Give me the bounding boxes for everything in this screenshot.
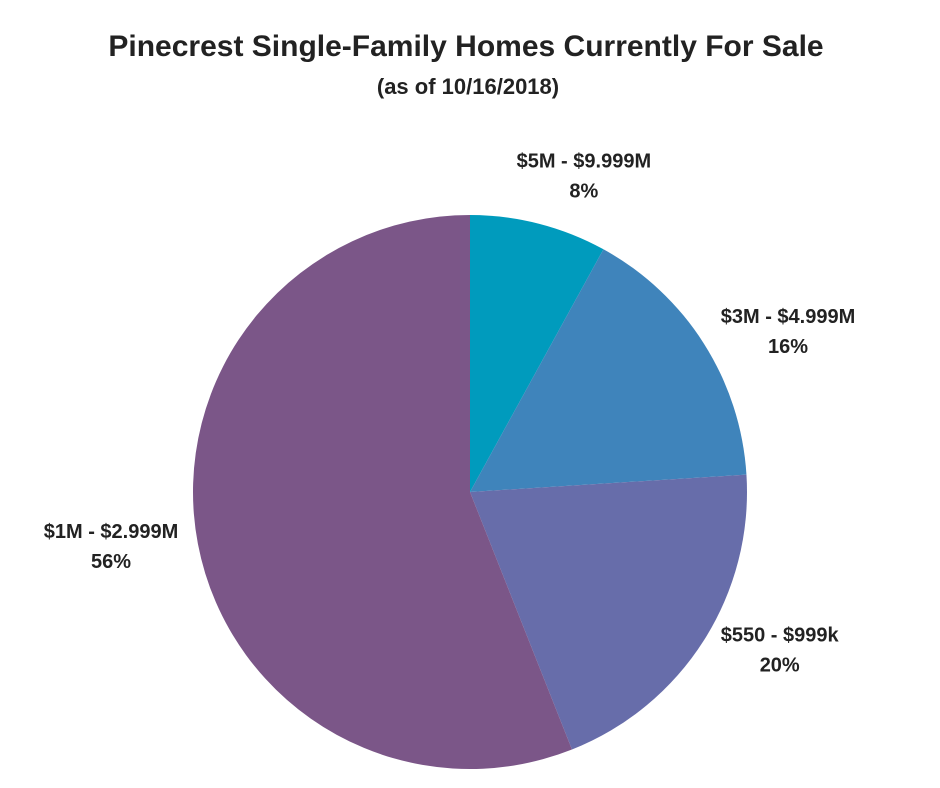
pie-slice [470, 215, 604, 492]
slice-value-label: 16% [768, 336, 808, 358]
slice-value-label: 8% [569, 181, 598, 203]
slice-value-label: 20% [760, 654, 800, 676]
chart-subtitle: (as of 10/16/2018) [377, 74, 559, 99]
pie-slice [470, 474, 747, 750]
slice-label: $550 - $999k [721, 624, 840, 646]
slice-label: $3M - $4.999M [721, 306, 856, 328]
chart-title: Pinecrest Single-Family Homes Currently … [108, 30, 823, 63]
slice-label: $1M - $2.999M [44, 521, 179, 543]
slice-label: $5M - $9.999M [517, 151, 652, 173]
slice-value-label: 56% [91, 551, 131, 573]
pie-slice [470, 249, 747, 492]
pie-slice [193, 215, 572, 769]
